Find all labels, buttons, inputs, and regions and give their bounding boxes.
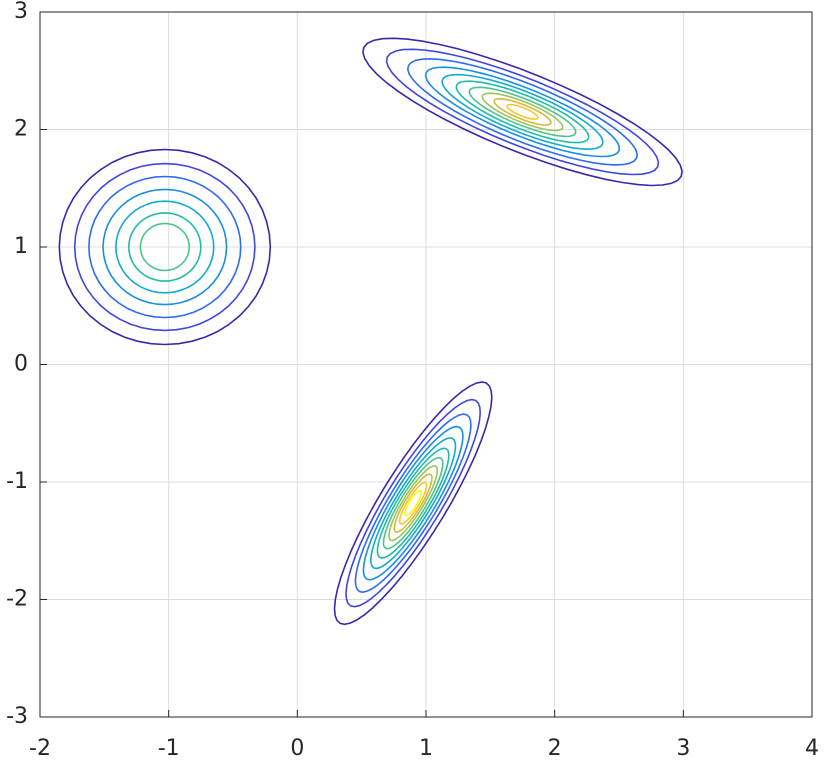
y-tick-label: -1	[6, 469, 28, 494]
y-tick-label: 1	[14, 234, 28, 259]
contour-line	[398, 481, 428, 525]
y-tick-label: 0	[14, 352, 28, 377]
contour-line	[376, 447, 450, 559]
contour-line	[385, 48, 660, 176]
contour-line	[406, 57, 639, 166]
contour-line	[382, 456, 444, 550]
contour-line	[354, 413, 472, 594]
contour-line	[468, 86, 577, 138]
contour-line	[102, 188, 228, 306]
contour-line	[404, 489, 423, 517]
y-tick-label: -3	[6, 704, 28, 729]
contour-line	[58, 148, 272, 346]
x-tick-label: 1	[419, 736, 433, 761]
contour-line	[127, 212, 202, 282]
y-tick-label: -2	[6, 587, 28, 612]
contour-line	[424, 66, 621, 158]
x-tick-label: 0	[290, 736, 304, 761]
contour-line	[115, 200, 215, 294]
contour-line	[481, 92, 564, 132]
axes-box	[39, 11, 813, 718]
x-tick-label: -2	[29, 736, 51, 761]
contour-line	[88, 175, 242, 319]
contour-line	[441, 73, 604, 150]
contour-line	[393, 473, 433, 533]
contour-line	[362, 425, 464, 581]
contour-line	[333, 381, 493, 626]
x-tick-label: 2	[548, 736, 562, 761]
contour-line	[362, 37, 683, 187]
contour-line	[506, 103, 539, 120]
x-tick-label: 3	[676, 736, 690, 761]
contour-line	[73, 162, 256, 332]
x-tick-label: -1	[158, 736, 180, 761]
x-tick-label: 4	[805, 736, 819, 761]
contour-line	[139, 222, 191, 272]
contour-line	[455, 80, 590, 144]
y-tick-label: 3	[14, 0, 28, 24]
y-tick-label: 2	[14, 117, 28, 142]
contour-line	[369, 437, 457, 570]
contour-line	[388, 465, 439, 542]
contour-line	[493, 97, 552, 126]
contour-line	[345, 398, 482, 608]
